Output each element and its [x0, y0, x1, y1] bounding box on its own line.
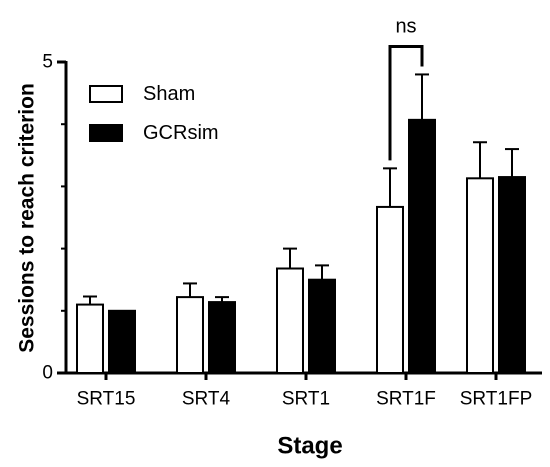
legend-swatch-sham [89, 85, 123, 103]
plot-area: 0 5 SRT15 SRT4 SRT1 SRT1F SRT1FP ns [42, 15, 542, 410]
bar-gcrsim-srt1f [408, 118, 436, 375]
legend-swatch-gcrsim [89, 124, 123, 142]
legend-label-gcrsim: GCRsim [143, 122, 219, 144]
bar-gcrsim-srt15 [108, 309, 136, 374]
significance-label: ns [395, 15, 416, 37]
legend-label-sham: Sham [143, 83, 195, 105]
bar-sham-srt1f [376, 205, 404, 374]
y-tick-label: 5 [42, 52, 53, 73]
bar-gcrsim-srt1fp [498, 176, 526, 374]
bar-sham-srt1fp [466, 177, 494, 374]
bar-sham-srt15 [76, 303, 104, 374]
bar-gcrsim-srt1 [308, 278, 336, 375]
bar-sham-srt4 [176, 296, 204, 374]
y-axis-label: Sessions to reach criterion [16, 83, 39, 353]
bar-gcrsim-srt4 [208, 301, 236, 375]
legend: Sham GCRsim [89, 83, 219, 144]
x-tick-label: SRT1 [282, 389, 330, 410]
x-axis-label: Stage [277, 433, 342, 460]
y-tick-label: 0 [42, 363, 53, 384]
significance-bracket: ns [388, 15, 424, 161]
x-tick-label: SRT1F [376, 389, 436, 410]
bracket-line [388, 44, 424, 161]
bar-sham-srt1 [276, 267, 304, 374]
x-tick-label: SRT1FP [460, 389, 533, 410]
x-tick-label: SRT15 [77, 389, 136, 410]
x-tick-label: SRT4 [182, 389, 231, 410]
